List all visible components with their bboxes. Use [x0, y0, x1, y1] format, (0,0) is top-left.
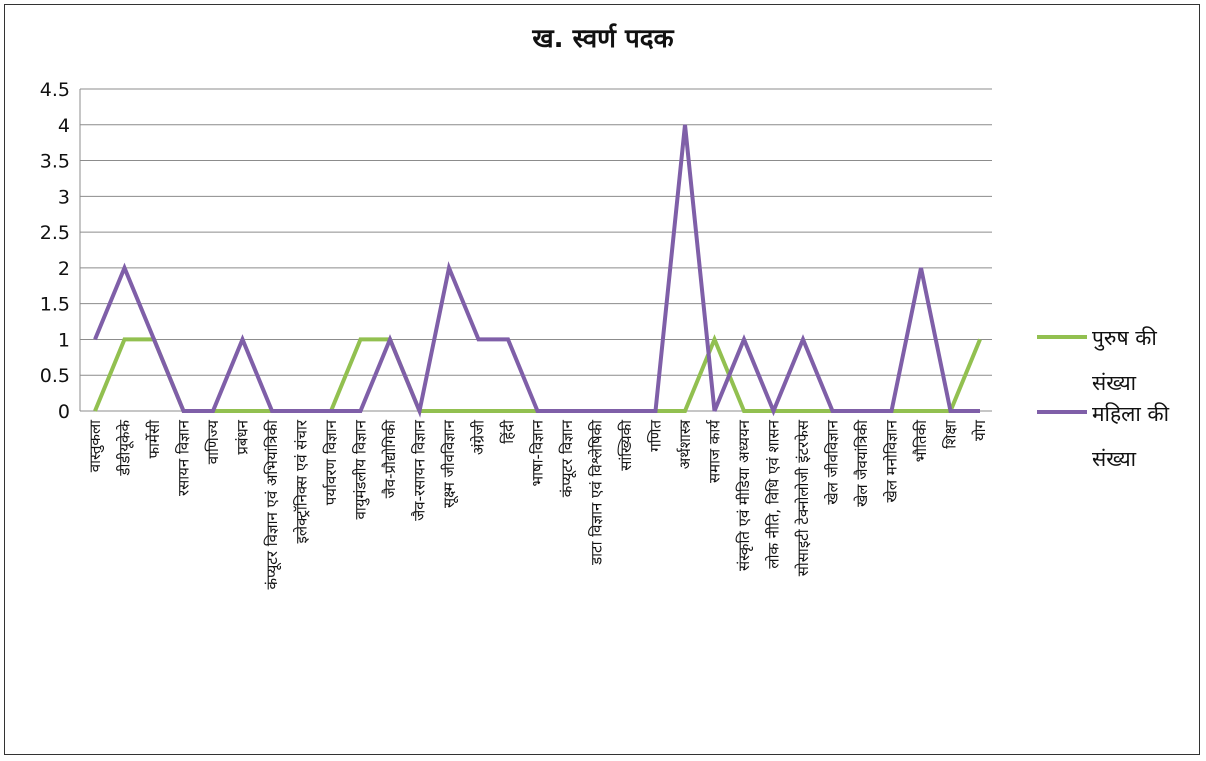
chart-frame	[4, 4, 1200, 755]
y-tick-label: 3.5	[40, 151, 70, 173]
x-tick-label: डीडीयूकेके	[116, 420, 135, 477]
x-tick-label: वास्तुकला	[86, 419, 105, 472]
y-axis-ticks: 0 0.5 1 1.5 2 2.5 3 3.5 4 4.5	[40, 79, 70, 423]
y-tick-label: 0	[58, 401, 70, 423]
x-tick-label: डाटा विज्ञान एवं विश्लेषिकी	[588, 419, 606, 566]
y-tick-label: 1.5	[40, 294, 70, 316]
x-tick-label: सूक्ष्म जीवविज्ञान	[440, 419, 459, 508]
x-tick-label: योग	[971, 419, 989, 441]
x-tick-label: संस्कृति एवं मीडिया अध्ययन	[735, 419, 754, 571]
x-tick-label: सांख्यिकी	[617, 419, 635, 471]
x-tick-label: पर्यावरण विज्ञान	[322, 419, 340, 505]
x-tick-label: फार्मेसी	[145, 419, 163, 459]
x-tick-label: लोक नीति, विधि एवं शासन	[765, 419, 783, 568]
legend-label-male: पुरुष की संख्या	[1092, 326, 1157, 395]
series-lines	[93, 124, 982, 418]
y-tick-label: 1	[58, 329, 70, 351]
x-tick-label: कंप्यूटर विज्ञान एवं अभियांत्रिकी	[263, 419, 282, 590]
y-tick-label: 0.5	[40, 365, 70, 387]
x-tick-label: भौतिकी	[912, 419, 930, 462]
y-tick-label: 3	[58, 186, 70, 208]
x-tick-label: खेल जैवयांत्रिकी	[853, 419, 871, 507]
x-tick-label: वाणिज्य	[204, 420, 222, 465]
x-tick-label: वायुमंडलीय विज्ञान	[352, 419, 371, 519]
legend-label-female: महिला की संख्या	[1092, 402, 1170, 471]
x-tick-label: हिंदी	[499, 419, 517, 444]
y-tick-label: 2	[58, 258, 70, 280]
series-line-female	[93, 124, 980, 418]
x-tick-label: रसायन विज्ञान	[175, 419, 193, 496]
y-tick-label: 2.5	[40, 222, 70, 244]
x-tick-label: इलेक्ट्रॉनिक्स एवं संचार	[293, 419, 311, 543]
x-tick-label: गणित	[647, 420, 665, 452]
x-tick-label: शिक्षा	[942, 419, 960, 449]
x-tick-label: जैव-प्रौद्योगिकी	[381, 419, 399, 498]
x-tick-label: सोसाइटी टेक्नोलोजी इंटरफेस	[794, 419, 812, 576]
x-tick-label: अर्थशास्त्र	[676, 419, 694, 469]
x-tick-label: खेल मनोविज्ञान	[883, 419, 901, 502]
x-tick-label: कंप्यूटर विज्ञान	[558, 419, 577, 497]
y-tick-label: 4.5	[40, 79, 70, 101]
x-tick-label: प्रबंधन	[234, 419, 252, 454]
y-tick-label: 4	[58, 115, 70, 137]
gridlines	[79, 88, 992, 412]
x-tick-label: जैव-रसायन विज्ञान	[411, 419, 429, 521]
chart-title: ख. स्वर्ण पदक	[531, 23, 674, 54]
x-tick-label: भाषा-विज्ञान	[529, 419, 547, 486]
x-axis-ticks: वास्तुकला डीडीयूकेके फार्मेसी रसायन विज्ञान…	[86, 419, 989, 590]
x-tick-label: अंग्रेजी	[470, 419, 488, 455]
legend: पुरुष की संख्या महिला की संख्या	[1037, 326, 1170, 471]
x-tick-label: समाज कार्य	[706, 419, 724, 483]
x-tick-label: खेल जीवविज्ञान	[824, 419, 842, 504]
